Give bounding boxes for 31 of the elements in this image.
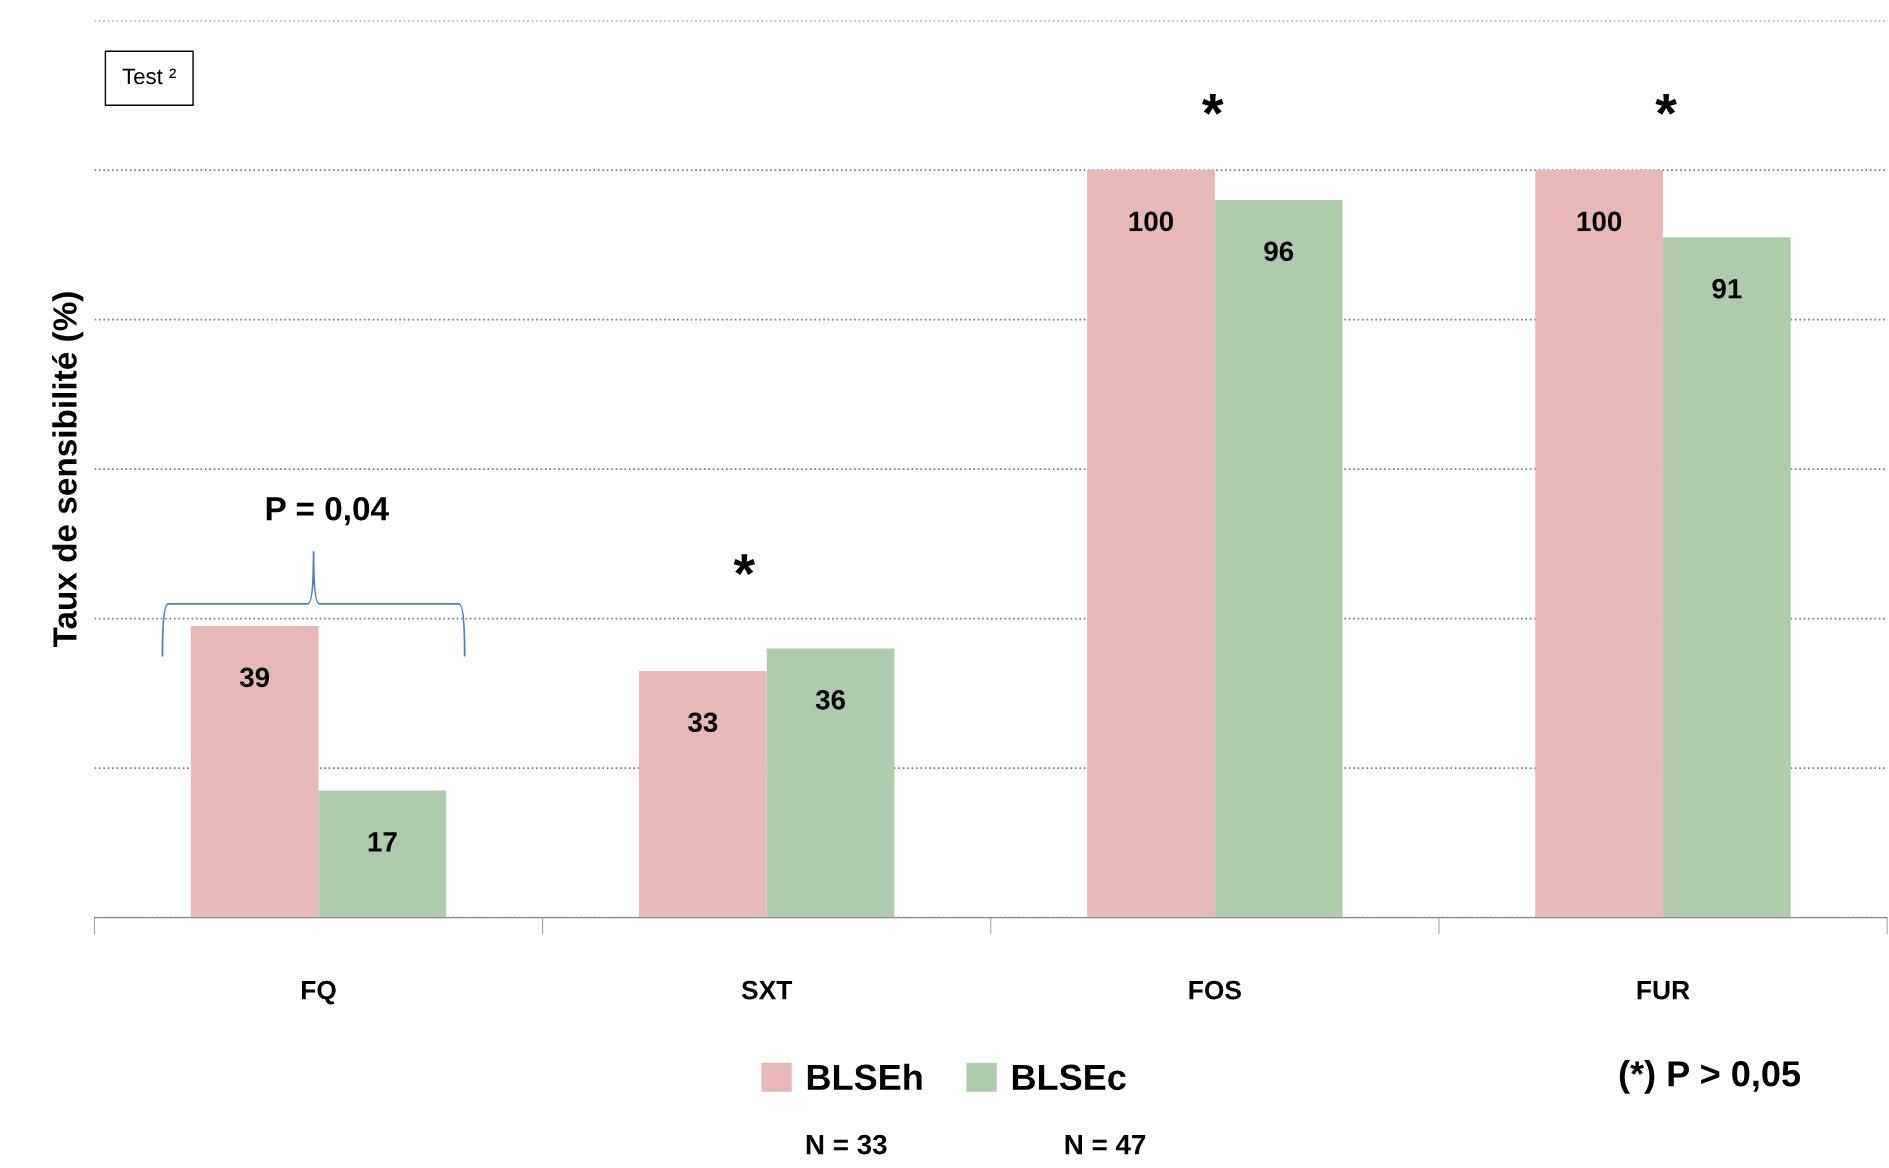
bar bbox=[1663, 237, 1791, 918]
bar bbox=[1535, 170, 1664, 918]
bar bbox=[766, 648, 895, 918]
annotation: Test ² bbox=[122, 68, 176, 85]
data-label: 100 bbox=[1577, 211, 1622, 232]
data-label: 17 bbox=[368, 832, 397, 852]
x-tick-label: FOS bbox=[1189, 980, 1241, 1000]
data-label: 36 bbox=[815, 689, 846, 710]
annotation: * bbox=[1655, 94, 1677, 115]
legend-label: BLSEh bbox=[807, 1063, 922, 1091]
data-label: 33 bbox=[688, 712, 718, 733]
bar bbox=[1214, 199, 1343, 918]
data-label: 39 bbox=[239, 667, 270, 688]
text: N = 47 bbox=[1065, 1135, 1146, 1155]
data-label: 100 bbox=[1129, 211, 1174, 232]
bar bbox=[1087, 170, 1215, 918]
text: (*) P > 0,05 bbox=[1619, 1060, 1801, 1094]
annotation: * bbox=[1202, 94, 1224, 115]
annotation: * bbox=[733, 554, 756, 575]
text: N = 33 bbox=[806, 1134, 887, 1155]
x-tick-label: FQ bbox=[301, 980, 336, 1005]
x-tick-label: SXT bbox=[741, 980, 793, 1000]
data-label: 91 bbox=[1712, 278, 1742, 299]
data-label: 96 bbox=[1264, 241, 1294, 262]
y-axis-title: Taux de sensibilité (%) bbox=[51, 292, 84, 648]
bar bbox=[318, 790, 447, 918]
legend-label: BLSEc bbox=[1012, 1064, 1126, 1091]
x-tick-label: FUR bbox=[1637, 981, 1690, 1000]
bar bbox=[190, 626, 319, 918]
annotation: P = 0,04 bbox=[266, 496, 389, 526]
bar bbox=[638, 670, 767, 918]
